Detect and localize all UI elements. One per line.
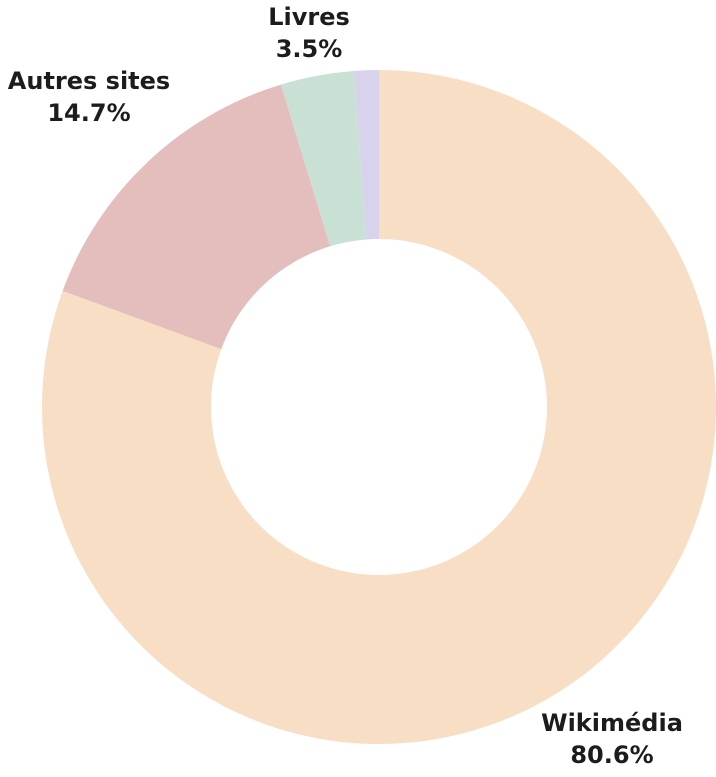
slice-labels: Wikimédia 80.6% Autres sites 14.7% Livres 3.5… [8,3,683,769]
donut-slices [41,70,716,744]
slice-label-livres: Livres [268,3,350,31]
slice-label-autres-sites: Autres sites [8,67,170,95]
slice-value-wikimedia: 80.6% [570,741,653,769]
slice-autres-sites [62,84,331,350]
slice-wikimedia [41,70,716,744]
slice-livres [280,70,367,247]
slice-value-livres: 3.5% [276,35,343,63]
slice-value-autres-sites: 14.7% [47,99,130,127]
slice-label-wikimedia: Wikimédia [541,709,683,737]
slice-other-3 [353,70,379,240]
